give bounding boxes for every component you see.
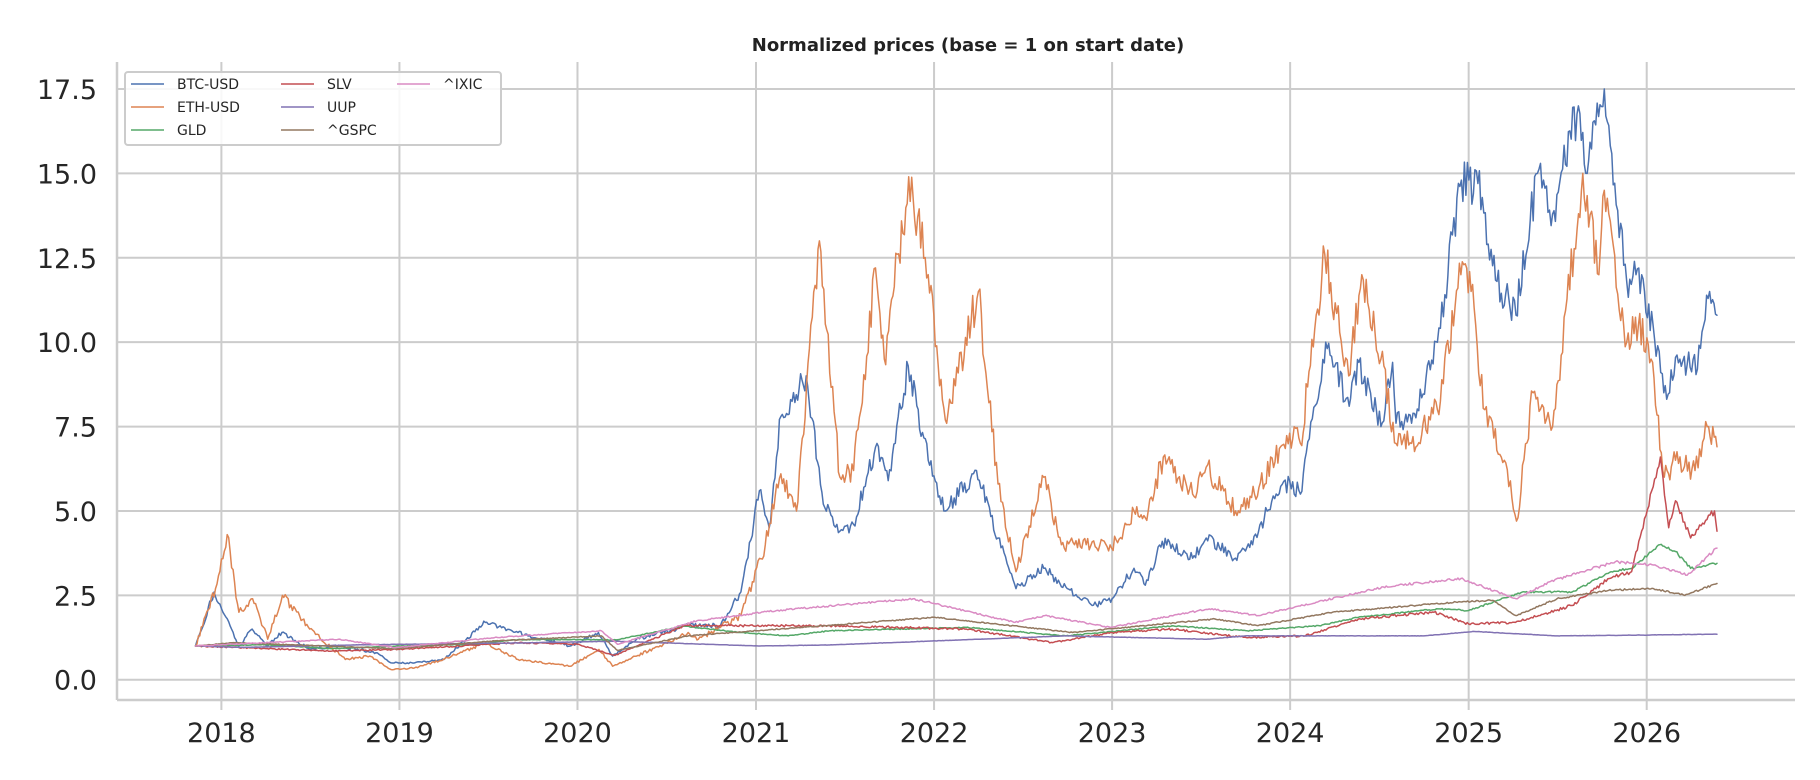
y-tick-label: 15.0 bbox=[37, 159, 97, 190]
y-tick-label: 0.0 bbox=[54, 666, 97, 697]
tick-labels: 0.0 2.5 5.0 7.5 10.0 12.5 15.0 17.5 2018 2019 2020… bbox=[37, 75, 1681, 749]
legend-label: ^GSPC bbox=[327, 123, 377, 139]
x-tick-label: 2019 bbox=[365, 718, 434, 749]
x-tick-label: 2020 bbox=[543, 718, 612, 749]
x-tick-label: 2021 bbox=[722, 718, 791, 749]
y-tick-label: 7.5 bbox=[54, 413, 97, 444]
series-line-slv bbox=[194, 456, 1718, 657]
legend-label: SLV bbox=[327, 77, 352, 93]
series-line-gspc bbox=[194, 582, 1718, 652]
series-layer bbox=[194, 88, 1718, 671]
x-tick-label: 2023 bbox=[1078, 718, 1147, 749]
y-tick-label: 5.0 bbox=[54, 497, 97, 528]
legend-label: ETH-USD bbox=[177, 100, 240, 116]
y-tick-label: 2.5 bbox=[54, 581, 97, 612]
y-tick-label: 12.5 bbox=[37, 244, 97, 275]
series-line-btcusd bbox=[194, 88, 1718, 665]
x-tick-label: 2026 bbox=[1612, 718, 1681, 749]
series-line-ixic bbox=[194, 547, 1718, 649]
legend: BTC-USD ETH-USD GLD SLV UUP ^GSPC ^IXIC bbox=[124, 71, 502, 146]
axes-spines bbox=[115, 62, 1795, 702]
legend-label: GLD bbox=[177, 123, 206, 139]
x-tick-label: 2024 bbox=[1256, 718, 1325, 749]
legend-label: ^IXIC bbox=[443, 77, 483, 93]
series-line-ethusd bbox=[194, 172, 1718, 671]
x-tick-label: 2025 bbox=[1434, 718, 1503, 749]
legend-label: BTC-USD bbox=[177, 77, 239, 93]
x-tick-label: 2022 bbox=[900, 718, 969, 749]
y-tick-label: 17.5 bbox=[37, 75, 97, 106]
x-tick-label: 2018 bbox=[187, 718, 256, 749]
y-tick-label: 10.0 bbox=[37, 328, 97, 359]
legend-frame bbox=[124, 71, 502, 146]
chart-title: Normalized prices (base = 1 on start dat… bbox=[752, 35, 1185, 56]
legend-label: UUP bbox=[327, 100, 356, 116]
